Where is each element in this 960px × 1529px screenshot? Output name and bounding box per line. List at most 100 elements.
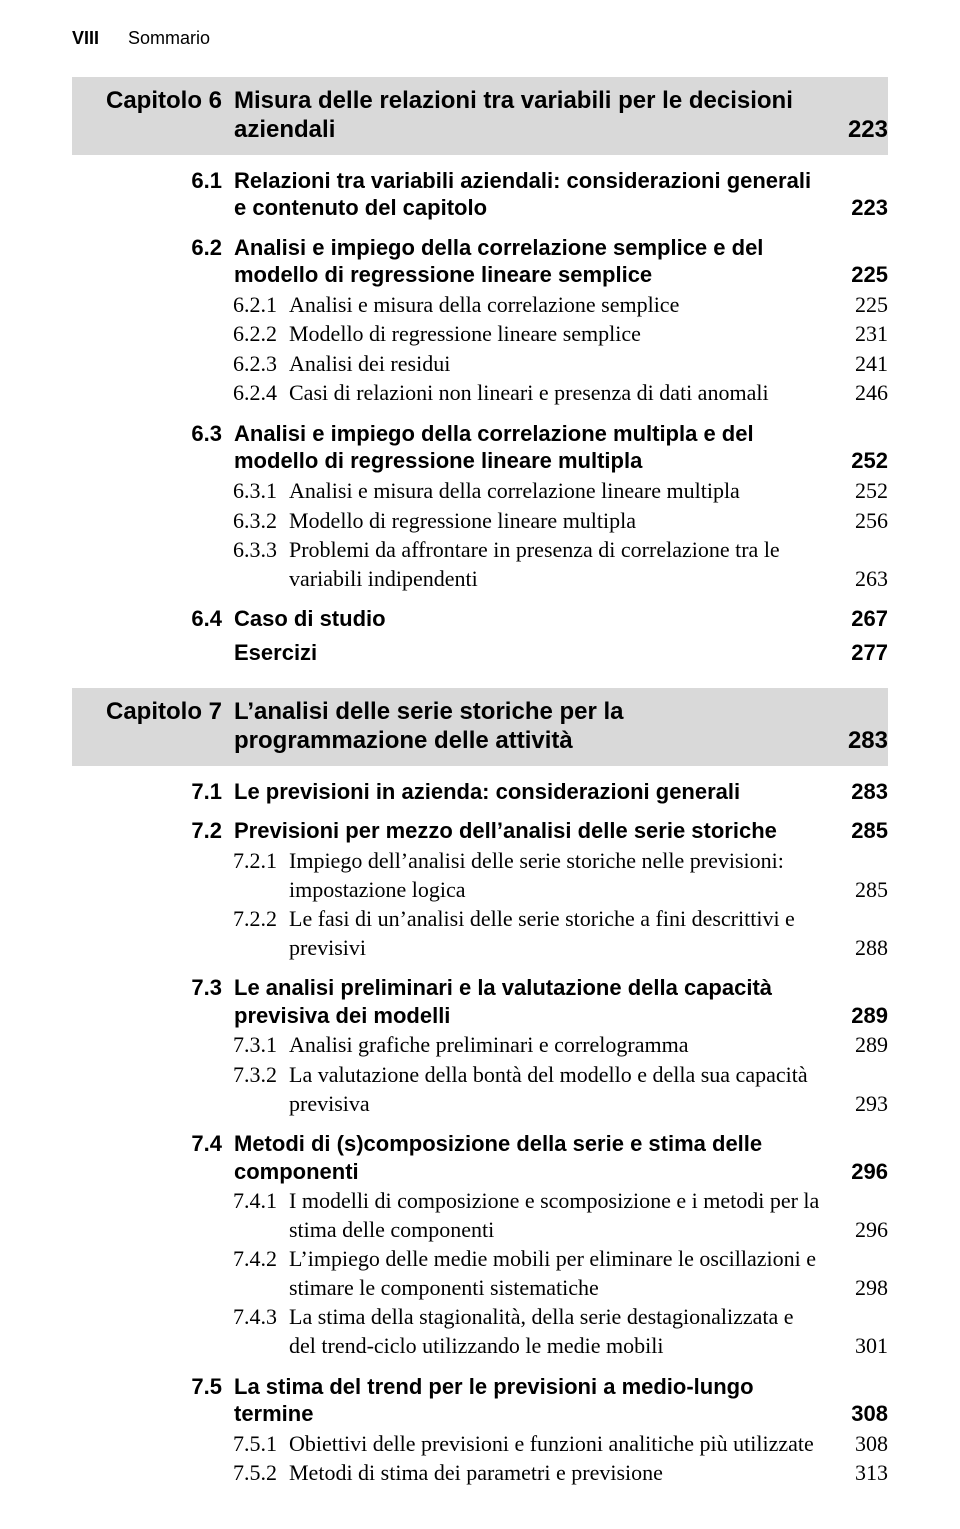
- toc-title: Misura delle relazioni tra variabili per…: [234, 87, 834, 145]
- toc-page: 252: [834, 477, 888, 506]
- toc-page: 283: [834, 778, 888, 806]
- toc-title: La stima del trend per le previsioni a m…: [234, 1373, 834, 1428]
- toc-page: 277: [834, 639, 888, 667]
- toc-page: 285: [834, 817, 888, 845]
- toc-number: 6.2.3: [72, 350, 289, 379]
- toc-title: Obiettivi delle previsioni e funzioni an…: [289, 1430, 834, 1459]
- toc-number: 6.2: [72, 234, 234, 289]
- toc-title: La valutazione della bontà del modello e…: [289, 1061, 834, 1118]
- toc-sub: 6.3.1Analisi e misura della correlazione…: [72, 477, 888, 506]
- toc-page: 308: [834, 1400, 888, 1428]
- toc-page: 308: [834, 1430, 888, 1459]
- toc-page: 293: [834, 1090, 888, 1119]
- toc-title: Modello di regressione lineare multipla: [289, 507, 834, 536]
- toc-page: 223: [834, 116, 888, 145]
- toc-number: 7.3: [72, 974, 234, 1029]
- toc-sub: 7.3.1Analisi grafiche preliminari e corr…: [72, 1031, 888, 1060]
- toc-section: 6.2Analisi e impiego della correlazione …: [72, 234, 888, 289]
- toc-labelrow: Esercizi277: [72, 639, 888, 667]
- toc-page: 298: [834, 1274, 888, 1303]
- toc-title: Relazioni tra variabili aziendali: consi…: [234, 167, 834, 222]
- toc-section: 6.4Caso di studio267: [72, 605, 888, 633]
- toc-chapter: Capitolo 6Misura delle relazioni tra var…: [72, 77, 888, 155]
- toc-title: L’impiego delle medie mobili per elimina…: [289, 1245, 834, 1302]
- toc-title: Esercizi: [234, 639, 834, 667]
- toc-sub: 7.2.1Impiego dell’analisi delle serie st…: [72, 847, 888, 904]
- toc-sub: 7.4.2L’impiego delle medie mobili per el…: [72, 1245, 888, 1302]
- toc-title: Metodi di stima dei parametri e previsio…: [289, 1459, 834, 1488]
- toc-page: 289: [834, 1031, 888, 1060]
- toc-page: 231: [834, 320, 888, 349]
- toc-number: 7.5.1: [72, 1430, 289, 1459]
- toc-number: 7.3.2: [72, 1061, 289, 1118]
- toc-sub: 6.2.1Analisi e misura della correlazione…: [72, 291, 888, 320]
- toc-page: 256: [834, 507, 888, 536]
- toc-sub: 7.5.2Metodi di stima dei parametri e pre…: [72, 1459, 888, 1488]
- toc-title: Analisi e impiego della correlazione mul…: [234, 420, 834, 475]
- toc-sub: 6.2.4Casi di relazioni non lineari e pre…: [72, 379, 888, 408]
- toc-number: 7.5.2: [72, 1459, 289, 1488]
- running-title: Sommario: [128, 28, 210, 48]
- toc-page: 225: [834, 261, 888, 289]
- toc-section: 6.3Analisi e impiego della correlazione …: [72, 420, 888, 475]
- toc-page: 313: [834, 1459, 888, 1488]
- toc-page: 241: [834, 350, 888, 379]
- toc-number: [72, 639, 234, 667]
- toc-chapter: Capitolo 7L’analisi delle serie storiche…: [72, 688, 888, 766]
- toc-sub: 7.4.1I modelli di composizione e scompos…: [72, 1187, 888, 1244]
- toc-number: 7.4.2: [72, 1245, 289, 1302]
- toc-number: Capitolo 7: [72, 698, 234, 756]
- toc-number: 7.2.1: [72, 847, 289, 904]
- toc-page: 246: [834, 379, 888, 408]
- toc-number: 7.2: [72, 817, 234, 845]
- toc-sub: 7.2.2Le fasi di un’analisi delle serie s…: [72, 905, 888, 962]
- toc-title: Analisi e impiego della correlazione sem…: [234, 234, 834, 289]
- toc-section: 7.3Le analisi preliminari e la valutazio…: [72, 974, 888, 1029]
- toc-sub: 7.4.3La stima della stagionalità, della …: [72, 1303, 888, 1360]
- page: VIII Sommario Capitolo 6Misura delle rel…: [0, 0, 960, 1529]
- toc-title: Modello di regressione lineare semplice: [289, 320, 834, 349]
- toc-title: Metodi di (s)composizione della serie e …: [234, 1130, 834, 1185]
- toc-sub: 7.5.1Obiettivi delle previsioni e funzio…: [72, 1430, 888, 1459]
- toc-number: 6.4: [72, 605, 234, 633]
- toc-title: Analisi e misura della correlazione semp…: [289, 291, 834, 320]
- toc-section: 7.4Metodi di (s)composizione della serie…: [72, 1130, 888, 1185]
- toc-section: 6.1Relazioni tra variabili aziendali: co…: [72, 167, 888, 222]
- toc-page: 296: [834, 1158, 888, 1186]
- toc-number: 6.2.1: [72, 291, 289, 320]
- toc-page: 252: [834, 447, 888, 475]
- toc-section: 7.2Previsioni per mezzo dell’analisi del…: [72, 817, 888, 845]
- toc-title: Caso di studio: [234, 605, 834, 633]
- toc-page: 263: [834, 565, 888, 594]
- toc-sub: 7.3.2La valutazione della bontà del mode…: [72, 1061, 888, 1118]
- toc-sub: 6.2.3Analisi dei residui241: [72, 350, 888, 379]
- toc-number: 7.5: [72, 1373, 234, 1428]
- toc-title: Analisi grafiche preliminari e correlogr…: [289, 1031, 834, 1060]
- toc-section: 7.5La stima del trend per le previsioni …: [72, 1373, 888, 1428]
- toc-page: 296: [834, 1216, 888, 1245]
- toc-title: La stima della stagionalità, della serie…: [289, 1303, 834, 1360]
- toc-number: 6.3.3: [72, 536, 289, 593]
- toc-sub: 6.3.2Modello di regressione lineare mult…: [72, 507, 888, 536]
- toc-section: 7.1Le previsioni in azienda: considerazi…: [72, 778, 888, 806]
- toc-number: 7.4.1: [72, 1187, 289, 1244]
- toc-title: Problemi da affrontare in presenza di co…: [289, 536, 834, 593]
- toc-number: 6.2.2: [72, 320, 289, 349]
- toc-page: 285: [834, 876, 888, 905]
- toc-title: Impiego dell’analisi delle serie storich…: [289, 847, 834, 904]
- toc-page: 301: [834, 1332, 888, 1361]
- toc-title: Le analisi preliminari e la valutazione …: [234, 974, 834, 1029]
- running-header: VIII Sommario: [72, 28, 888, 49]
- toc-number: 7.4.3: [72, 1303, 289, 1360]
- toc-title: Analisi e misura della correlazione line…: [289, 477, 834, 506]
- toc-title: I modelli di composizione e scomposizion…: [289, 1187, 834, 1244]
- page-number-roman: VIII: [72, 28, 99, 48]
- toc-page: 225: [834, 291, 888, 320]
- toc-page: 288: [834, 934, 888, 963]
- toc-page: 289: [834, 1002, 888, 1030]
- toc-page: 267: [834, 605, 888, 633]
- toc-number: 7.1: [72, 778, 234, 806]
- toc-number: 6.3.2: [72, 507, 289, 536]
- toc-sub: 6.2.2Modello di regressione lineare semp…: [72, 320, 888, 349]
- toc-title: Analisi dei residui: [289, 350, 834, 379]
